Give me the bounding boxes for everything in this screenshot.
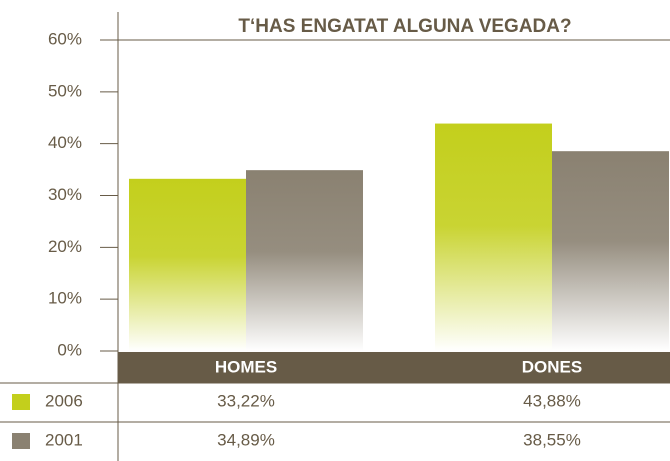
legend-swatch (12, 394, 30, 410)
y-tick-label: 40% (48, 133, 82, 152)
legend-swatch (12, 433, 30, 449)
bar (246, 170, 363, 351)
value-label: 43,88% (523, 391, 581, 410)
bar (435, 123, 552, 352)
legend-label: 2006 (45, 391, 83, 410)
y-tick-label: 20% (48, 237, 82, 256)
category-band (118, 352, 670, 383)
y-tick-label: 30% (48, 185, 82, 204)
y-tick-label: 50% (48, 81, 82, 100)
value-label: 34,89% (217, 430, 275, 449)
bar (552, 151, 669, 351)
bar (129, 178, 246, 351)
y-tick-label: 0% (57, 340, 82, 359)
x-tick-label: DONES (522, 357, 582, 376)
value-label: 38,55% (523, 430, 581, 449)
x-tick-label: HOMES (215, 357, 277, 376)
value-label: 33,22% (217, 391, 275, 410)
y-tick-label: 10% (48, 289, 82, 308)
legend-label: 2001 (45, 430, 83, 449)
chart-title: T‘HAS ENGATAT ALGUNA VEGADA? (238, 16, 571, 37)
y-tick-label: 60% (48, 29, 82, 48)
